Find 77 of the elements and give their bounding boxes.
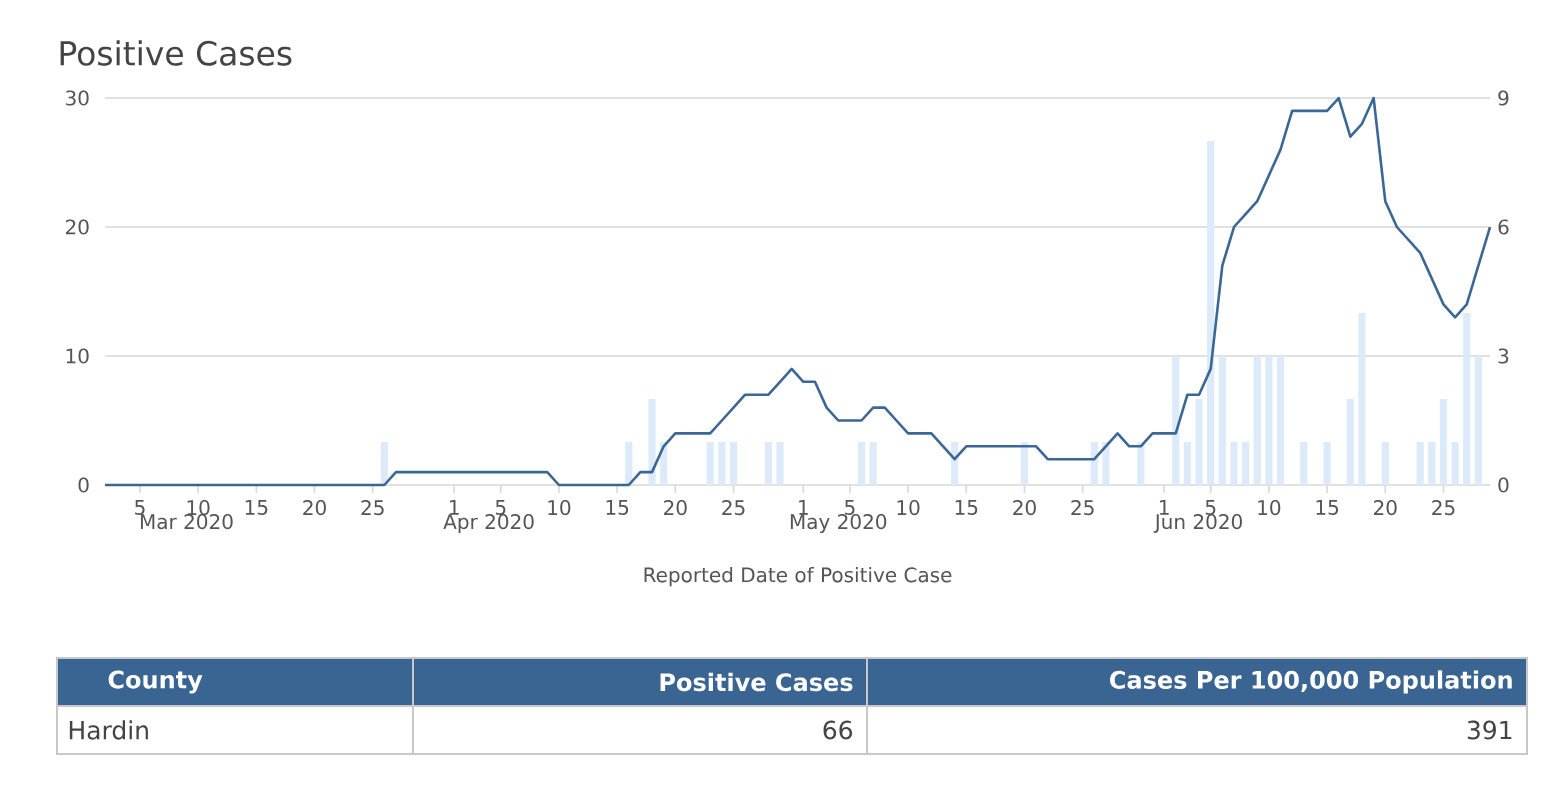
chart-title: Positive Cases	[60, 40, 292, 66]
text: Hardin	[69, 720, 148, 740]
bar	[869, 442, 877, 485]
bar	[1416, 442, 1424, 485]
bar	[1183, 442, 1191, 485]
x-tick-label: 15	[245, 500, 268, 515]
bar	[1463, 313, 1471, 485]
bar	[1265, 356, 1273, 485]
bar	[1358, 313, 1366, 485]
y-tick-label: 0	[78, 477, 89, 493]
x-axis-title: Reported Date of Positive Case	[644, 566, 952, 587]
bar	[1451, 442, 1459, 485]
bar	[1172, 356, 1180, 485]
x-tick-label: 20	[664, 500, 687, 516]
text: Cases Per 100,000 Population	[1110, 670, 1512, 694]
bar	[1381, 442, 1389, 485]
x-tick-label: 15	[1316, 500, 1339, 515]
bar	[1253, 356, 1261, 485]
x-tick-label: 10	[1258, 500, 1281, 516]
x-tick-label: 20	[303, 500, 326, 516]
x-tick-label: 5	[1205, 500, 1216, 515]
bar	[1346, 399, 1354, 485]
x-tick-label: 25	[361, 500, 384, 516]
bar	[1195, 399, 1203, 485]
x-tick-label: 1	[450, 500, 459, 515]
bar	[380, 442, 388, 485]
bar	[625, 442, 633, 485]
x2-tick-label: May 2020	[790, 514, 887, 534]
bar	[1439, 399, 1448, 485]
x-tick-label: 25	[722, 500, 745, 516]
x-tick-label: 25	[1071, 500, 1094, 516]
x-tick-label: 15	[606, 500, 629, 515]
bar	[706, 442, 714, 485]
x-tick-label: 10	[897, 500, 920, 516]
y-tick-label: 10	[66, 348, 89, 364]
bar	[1207, 141, 1215, 485]
bar	[857, 442, 866, 485]
bar	[776, 442, 784, 485]
bar	[718, 442, 726, 485]
x-tick-label: 1	[1159, 500, 1169, 515]
bar	[1020, 442, 1029, 485]
x-tick-label: 5	[135, 500, 145, 515]
y-tick-label: 30	[66, 90, 89, 106]
x-tick-label: 10	[548, 500, 571, 516]
text: Positive Cases	[660, 672, 853, 692]
x-tick-label: 5	[845, 500, 855, 515]
x2-tick-label: Apr 2020	[443, 514, 534, 534]
bar	[1323, 442, 1331, 485]
text: 66	[823, 720, 853, 740]
bar	[1137, 442, 1145, 485]
x-tick-label: 1	[799, 500, 808, 515]
x-tick-label: 20	[1374, 500, 1397, 516]
x-tick-label: 10	[187, 500, 210, 516]
x2-tick-label: Jun 2020	[1153, 514, 1242, 533]
bar	[1276, 356, 1285, 485]
x-tick-label: 20	[1013, 500, 1036, 516]
y2-tick-label: 6	[1498, 219, 1509, 235]
bar	[1242, 442, 1250, 485]
bar	[1230, 442, 1238, 485]
y2-tick-label: 3	[1498, 348, 1509, 364]
text: 391	[1467, 720, 1512, 740]
y2-tick-label: 0	[1498, 477, 1509, 493]
bar	[1102, 442, 1110, 485]
bar	[1474, 356, 1482, 485]
y2-tick-label: 9	[1498, 90, 1509, 106]
x-tick-label: 15	[955, 500, 978, 515]
y-tick-label: 20	[65, 219, 89, 235]
bar	[1218, 356, 1226, 485]
x-tick-label: 5	[495, 500, 506, 515]
bar	[764, 442, 773, 485]
bar	[1300, 442, 1308, 485]
bar	[648, 399, 656, 485]
bar	[729, 442, 738, 485]
text: County	[108, 670, 203, 694]
x-tick-label: 25	[1432, 500, 1455, 516]
x2-tick-label: Mar 2020	[140, 514, 233, 530]
bar	[1428, 442, 1436, 485]
